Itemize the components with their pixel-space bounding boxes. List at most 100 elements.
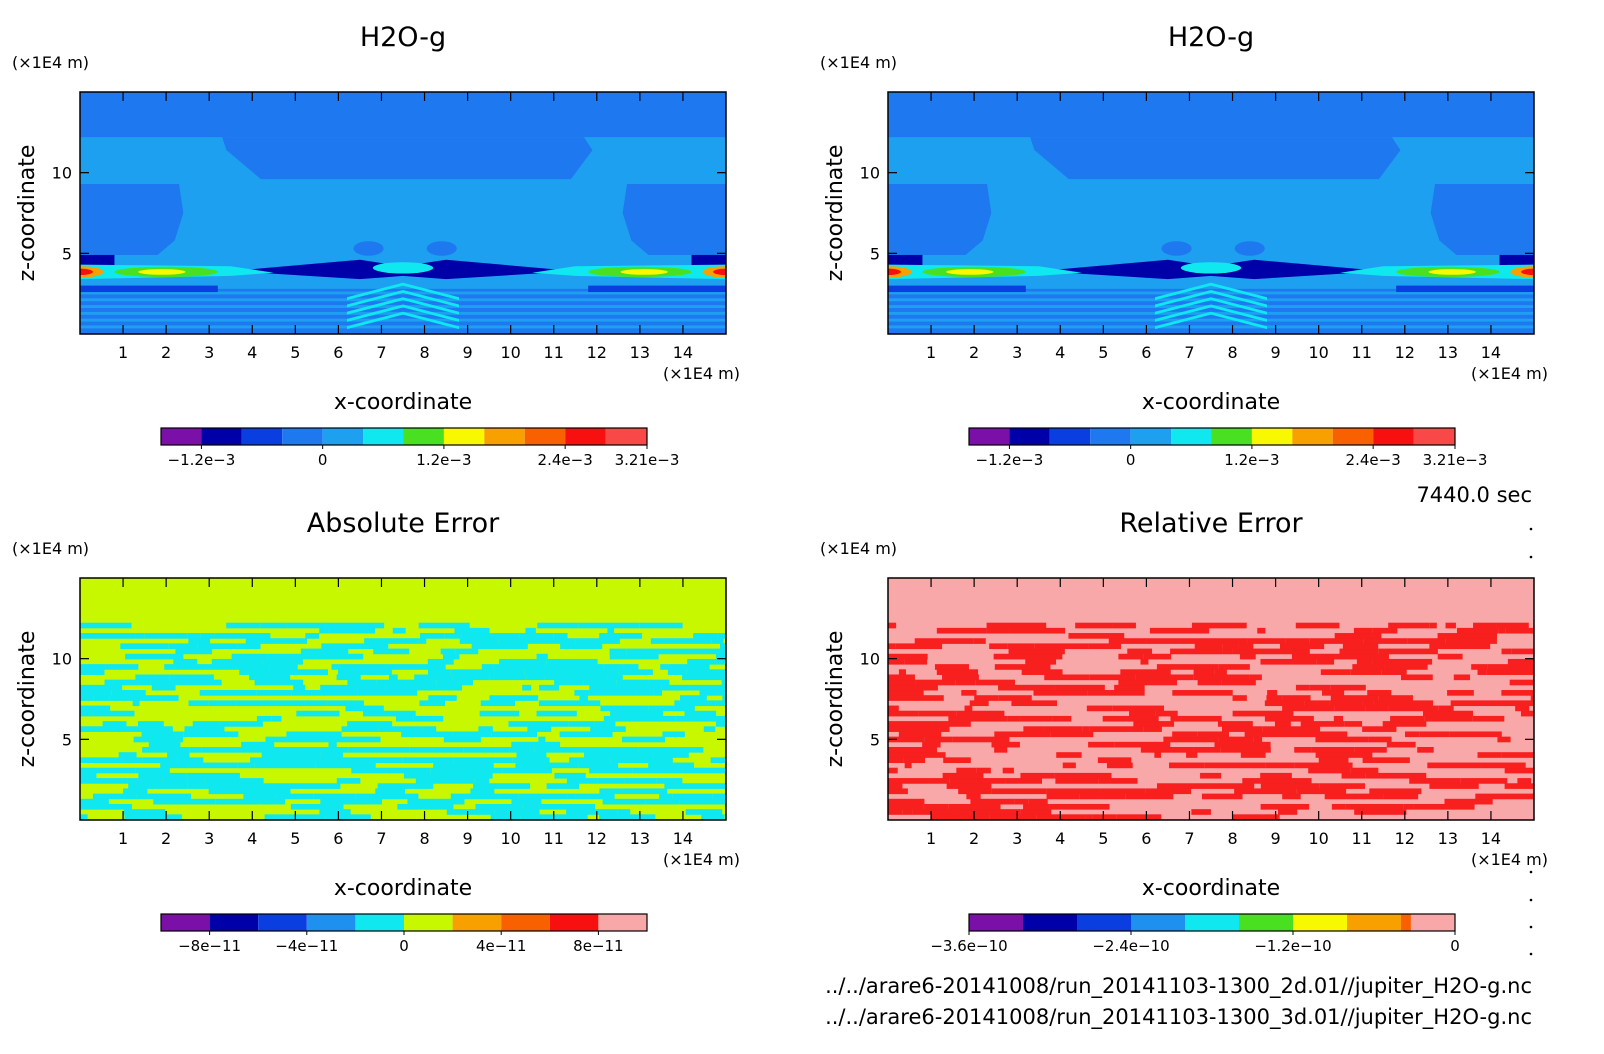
error-patch — [1390, 715, 1425, 722]
x-tick-label: 3 — [204, 829, 214, 848]
error-patch — [1333, 715, 1344, 722]
field-dark-edge-left — [888, 254, 923, 268]
error-patch — [1075, 622, 1113, 629]
error-patch — [1329, 700, 1363, 707]
error-patch — [1140, 747, 1194, 753]
error-patch — [994, 731, 1051, 738]
error-patch — [1197, 679, 1222, 686]
error-patch — [1438, 705, 1454, 712]
y-tick-label: 5 — [62, 730, 72, 749]
error-patch — [474, 767, 503, 774]
chart-title: Relative Error — [1119, 508, 1303, 539]
error-patch — [102, 721, 127, 727]
error-patch — [237, 762, 255, 769]
error-patch — [1527, 793, 1534, 800]
error-patch — [711, 638, 724, 644]
error-patch — [326, 700, 348, 707]
x-tick-label: 3 — [1012, 343, 1022, 362]
x-tick-label: 1 — [118, 343, 128, 362]
x-tick-label: 14 — [673, 343, 693, 362]
colorbar-swatch — [565, 428, 606, 445]
error-patch — [1466, 627, 1499, 634]
error-patch — [602, 798, 646, 805]
error-patch — [706, 798, 726, 805]
error-patch — [1086, 705, 1113, 712]
error-patch — [1300, 721, 1345, 727]
error-patch — [1477, 752, 1502, 758]
error-patch — [888, 622, 897, 629]
field-red-edge — [713, 268, 726, 276]
error-patch — [622, 788, 668, 795]
error-patch — [667, 669, 687, 675]
colorbar-swatch — [1347, 914, 1401, 931]
error-patch — [1244, 731, 1301, 738]
colorbar-label: 1.2e−3 — [416, 451, 471, 469]
error-patch — [403, 772, 464, 779]
colorbar-swatch — [1292, 428, 1333, 445]
x-tick-label: 2 — [161, 343, 171, 362]
error-patch — [135, 633, 145, 639]
x-axis-label: x-coordinate — [1142, 390, 1280, 415]
error-patch — [599, 814, 624, 820]
y-tick-label: 10 — [52, 164, 72, 183]
error-patch — [1025, 658, 1057, 665]
error-patch — [250, 757, 294, 764]
error-patch — [701, 814, 725, 820]
error-patch — [973, 638, 986, 644]
error-patch — [1170, 715, 1222, 722]
error-patch — [377, 783, 434, 789]
error-patch — [888, 778, 930, 784]
error-patch — [717, 633, 726, 639]
error-patch — [337, 684, 386, 691]
x-tick-label: 5 — [290, 829, 300, 848]
error-patch — [1362, 726, 1397, 732]
error-patch — [986, 622, 1047, 629]
error-patch — [120, 643, 169, 650]
error-patch — [1320, 669, 1351, 675]
error-patch — [1501, 700, 1534, 707]
error-patch — [1517, 778, 1532, 784]
error-patch — [888, 710, 919, 717]
colorbar-swatch — [549, 914, 599, 931]
error-patch — [518, 793, 568, 800]
chart-panel: Relative Error(×1E4 m)1 2 3 4 5 6 7 8 9 10 11 12 13 1… — [820, 508, 1548, 955]
field-stripe — [888, 291, 1534, 295]
field-stripe — [80, 325, 726, 329]
error-patch — [293, 684, 306, 691]
error-patch — [1472, 715, 1505, 722]
error-patch — [92, 710, 135, 717]
error-patch — [1453, 674, 1470, 681]
error-patch — [532, 664, 546, 670]
error-patch — [478, 726, 493, 732]
error-patch — [1097, 757, 1132, 764]
error-patch — [898, 731, 942, 738]
error-patch — [1193, 669, 1215, 675]
error-patch — [305, 700, 327, 707]
x-tick-label: 10 — [500, 829, 520, 848]
error-patch — [986, 627, 1010, 634]
error-patch — [1257, 627, 1266, 634]
error-patch — [1009, 627, 1066, 634]
error-patch — [515, 762, 522, 769]
error-patch — [1511, 648, 1534, 655]
x-axis-label: x-coordinate — [334, 876, 472, 901]
error-patch — [104, 679, 114, 686]
error-patch — [92, 793, 137, 800]
error-patch — [1020, 809, 1052, 815]
colorbar-swatch — [1049, 428, 1091, 445]
field-right-lobe — [622, 183, 726, 255]
error-patch — [93, 695, 110, 701]
error-patch — [554, 679, 584, 686]
error-patch — [407, 684, 463, 691]
error-patch — [1383, 793, 1419, 800]
error-patch — [1504, 767, 1534, 774]
x-tick-label: 14 — [1481, 343, 1501, 362]
error-patch — [443, 736, 481, 743]
field-red-edge — [80, 268, 93, 276]
error-patch — [1429, 783, 1479, 789]
error-patch — [888, 788, 908, 795]
error-patch — [522, 803, 540, 810]
error-patch — [684, 710, 717, 717]
error-patch — [609, 653, 659, 660]
error-patch — [331, 664, 392, 670]
